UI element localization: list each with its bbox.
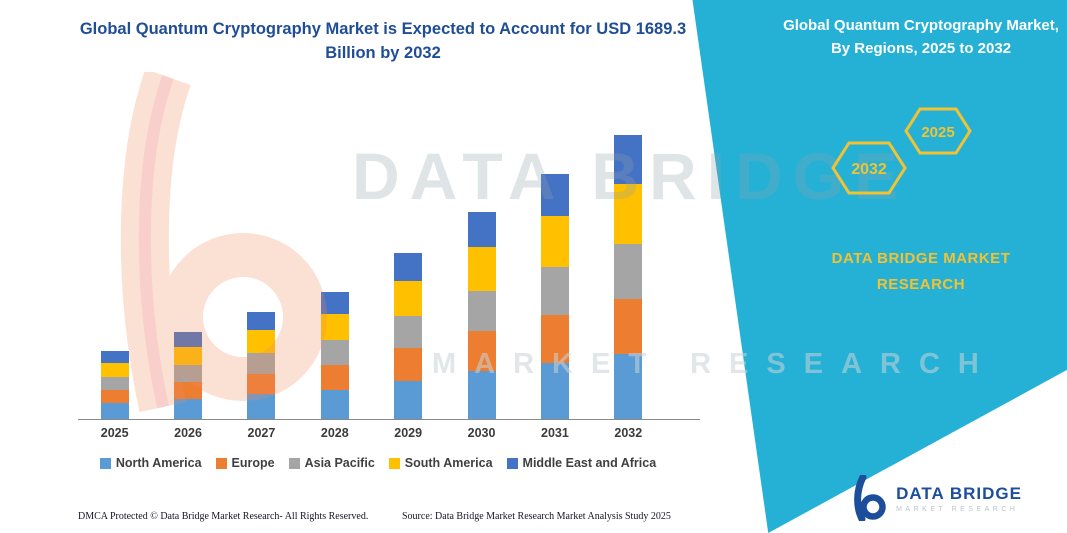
stacked-bar-2031 [540,174,569,419]
legend-label: Europe [231,456,275,470]
bar-segment [614,298,643,354]
source-text: Source: Data Bridge Market Research Mark… [402,511,671,522]
bar-segment [174,346,203,365]
bar-segment [247,394,276,419]
legend-label: South America [404,456,493,470]
x-axis-labels: 2025 2026 2027 2028 2029 2030 2031 2032 [78,426,665,440]
legend-item: Middle East and Africa [506,456,657,470]
bar-segment [394,380,423,419]
brand-wordmark: DATA BRIDGE MARKET RESEARCH [775,246,1067,297]
bar-segment [614,183,643,244]
hexagon-badge-2025: 2025 [903,106,973,161]
bar-segment [467,331,496,372]
legend-item: Europe [215,456,275,470]
legend-swatch [215,457,227,469]
legend-item: South America [388,456,493,470]
legend-label: Asia Pacific [304,456,375,470]
bar-segment [174,382,203,399]
bar-segment [467,212,496,248]
bar-segment [467,290,496,332]
legend-swatch [388,457,400,469]
right-panel-title: Global Quantum Cryptography Market, By R… [783,17,1059,58]
legend-item: North America [99,456,202,470]
hexagon-2032-shape: 2032 [831,141,907,195]
bar-segment [614,243,643,299]
bar-segment [174,332,203,347]
bar-segment [247,373,276,395]
x-tick-label: 2028 [320,426,349,440]
dmca-text: DMCA Protected © Data Bridge Market Rese… [78,511,369,522]
legend-item: Asia Pacific [288,456,375,470]
legend-label: North America [115,456,202,470]
bar-segment [394,316,423,349]
x-tick-label: 2026 [174,426,202,440]
bar-segment [540,174,569,216]
hexagon-2032-label: 2032 [851,161,887,178]
stacked-bar-2030 [467,212,496,419]
bar-segment [394,348,423,381]
bar-segment [540,267,569,316]
stacked-bar-2029 [394,253,423,419]
brand-line-2: RESEARCH [876,275,966,293]
brand-line-1: DATA BRIDGE MARKET [831,250,1011,267]
stacked-bar-2028 [320,292,349,419]
bar-segment [320,365,349,390]
bars-container [78,100,665,419]
bar-segment [174,365,203,382]
bar-segment [614,134,643,184]
bar-segment [100,390,129,404]
bar-segment [320,313,349,341]
bar-segment [247,352,276,374]
legend-label: Middle East and Africa [522,456,657,470]
hexagon-badge-2032: 2032 [830,140,908,201]
bar-segment [540,215,569,268]
x-tick-label: 2031 [541,426,569,440]
bar-segment [540,315,569,363]
x-tick-label: 2025 [100,426,129,440]
dbmr-logo: DATA BRIDGE MARKET RESEARCH [850,475,1022,521]
chart-title: Global Quantum Cryptography Market is Ex… [79,20,687,62]
legend-swatch [288,457,300,469]
stacked-bar-2025 [100,350,129,419]
x-tick-label: 2030 [467,426,496,440]
bar-segment [247,330,276,353]
stacked-bar-2027 [247,312,276,419]
dbmr-logo-b-icon [854,475,886,521]
x-tick-label: 2032 [614,426,643,440]
bar-segment [100,362,129,377]
bar-segment [467,247,496,291]
bar-segment [174,399,203,419]
bar-segment [614,353,643,419]
bar-segment [320,340,349,366]
bar-segment [394,253,423,282]
dbmr-logo-text: DATA BRIDGE MARKET RESEARCH [896,484,1022,513]
hexagon-2025-shape: 2025 [904,107,972,155]
bar-segment [100,350,129,363]
bar-segment [100,403,129,419]
bar-segment [100,376,129,391]
stacked-bar-2032 [614,134,643,419]
bar-segment [247,312,276,331]
stacked-bar-2026 [174,332,203,419]
bar-segment [467,371,496,419]
bar-segment [320,389,349,419]
legend-swatch [506,457,518,469]
bar-segment [540,362,569,419]
x-tick-label: 2027 [247,426,276,440]
hexagon-2025-label: 2025 [921,124,954,141]
legend-swatch [99,457,111,469]
bar-segment [320,292,349,314]
x-tick-label: 2029 [394,426,423,440]
bar-segment [394,281,423,317]
chart-legend: North America Europe Asia Pacific South Ame… [78,456,678,470]
plot-area [78,100,700,420]
dbmr-logo-subtitle: MARKET RESEARCH [896,505,1019,513]
dbmr-logo-name: DATA BRIDGE [896,483,1022,503]
